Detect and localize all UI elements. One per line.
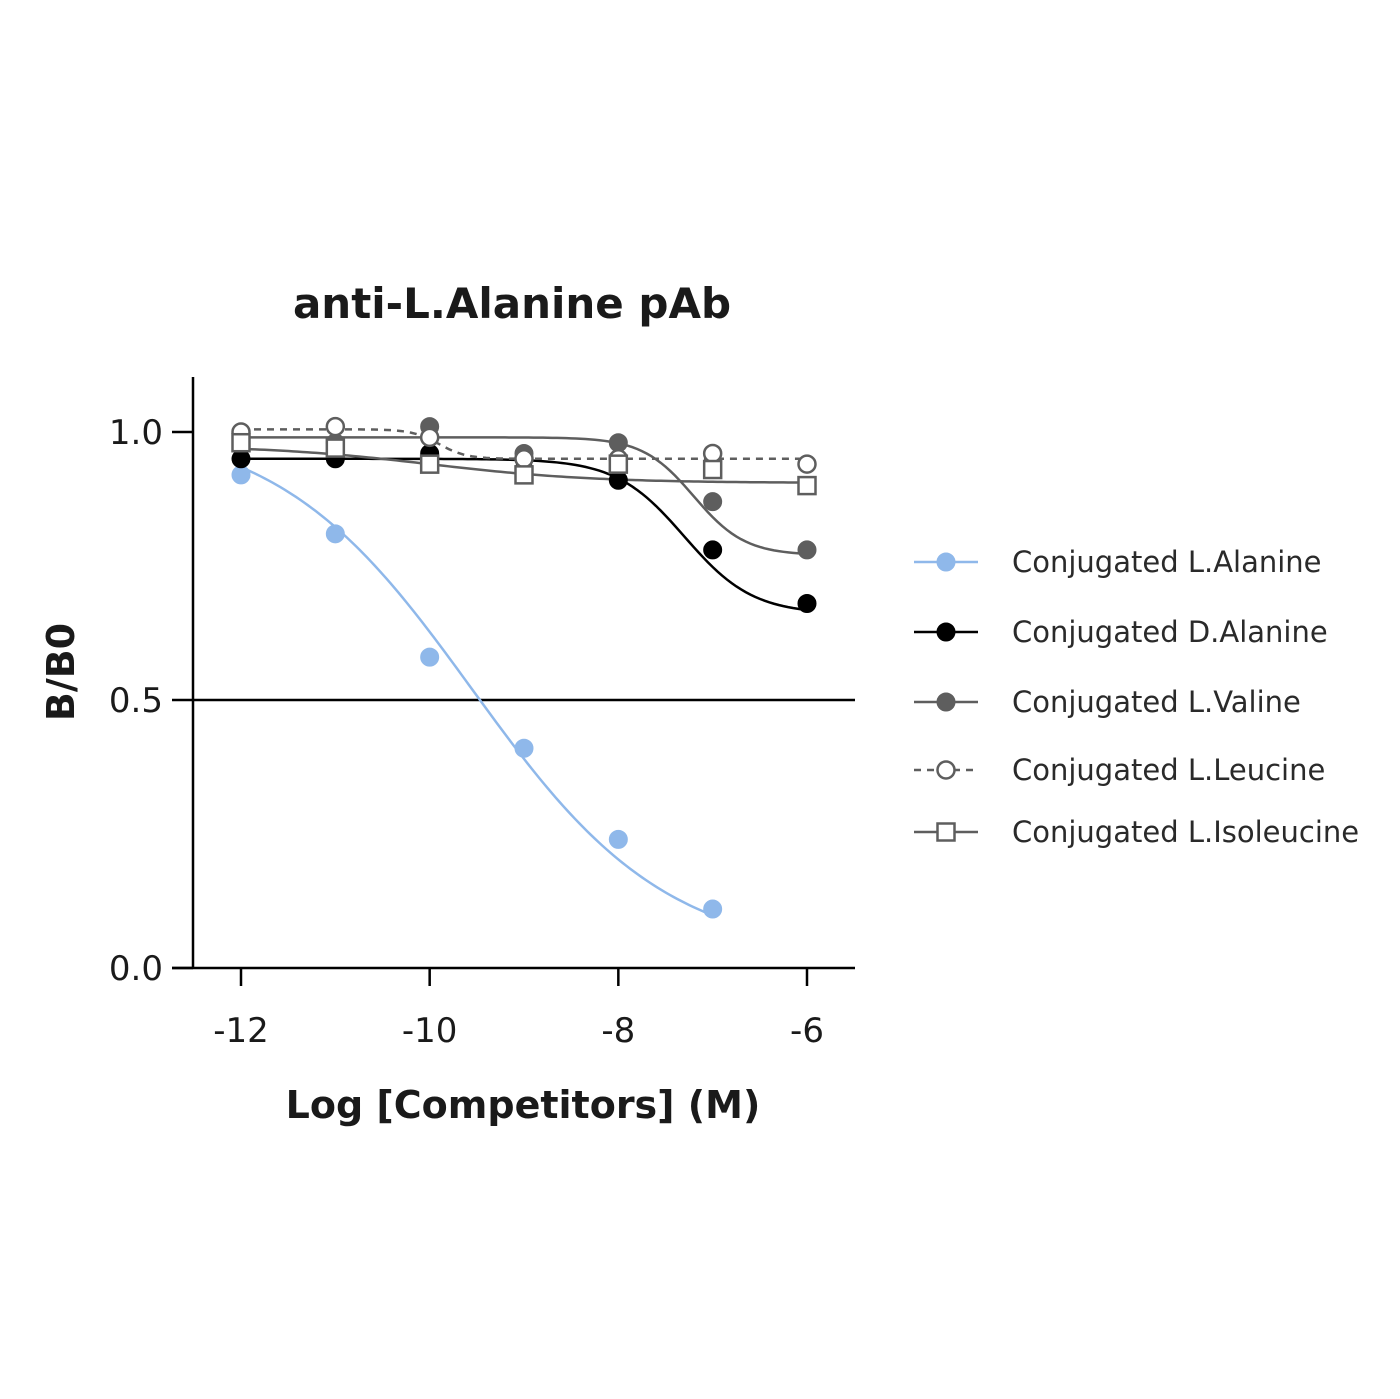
legend-item: Conjugated D.Alanine [914, 615, 1328, 649]
data-point [702, 459, 723, 480]
x-axis-title: Log [Competitors] (M) [286, 1083, 761, 1127]
data-point [608, 433, 628, 453]
x-tick-label: -12 [213, 1011, 269, 1051]
data-point [325, 524, 345, 544]
legend-marker [936, 822, 956, 842]
legend-label: Conjugated L.Leucine [1012, 753, 1325, 787]
data-point [797, 594, 817, 614]
data-point [325, 416, 346, 437]
legend-label: Conjugated D.Alanine [1012, 615, 1328, 649]
fit-curve-1 [240, 465, 714, 917]
tick-labels: -12 -10 -8 -6 0.0 0.5 1.0 [109, 413, 824, 1051]
y-tick-label: 0.5 [109, 681, 163, 721]
legend: Conjugated L.Alanine Conjugated D.Alanine… [914, 545, 1359, 849]
data-point [419, 454, 440, 474]
data-point [325, 438, 346, 458]
data-point [703, 899, 723, 919]
x-tick-label: -6 [790, 1011, 824, 1051]
legend-label: Conjugated L.Alanine [1012, 545, 1322, 579]
legend-marker [936, 622, 956, 642]
x-tick-label: -10 [402, 1011, 458, 1051]
legend-label: Conjugated L.Isoleucine [1012, 815, 1359, 849]
legend-label: Conjugated L.Valine [1012, 685, 1301, 719]
data-point [514, 465, 534, 485]
data-point [608, 829, 628, 849]
data-point [608, 470, 628, 490]
data-markers [231, 416, 817, 919]
data-point [702, 443, 723, 464]
data-point [420, 647, 440, 667]
y-tick-label: 1.0 [109, 413, 163, 453]
legend-marker [936, 692, 956, 712]
x-tick-label: -8 [601, 1011, 635, 1051]
data-point [514, 449, 534, 469]
data-point [231, 449, 251, 469]
chart-title: anti-L.Alanine pAb [293, 279, 731, 328]
legend-marker [936, 760, 956, 780]
legend-item: Conjugated L.Alanine [914, 545, 1322, 579]
y-tick-label: 0.0 [109, 949, 163, 989]
data-point [797, 540, 817, 560]
legend-item: Conjugated L.Leucine [914, 753, 1325, 787]
data-point [703, 540, 723, 560]
data-point [608, 454, 629, 474]
data-point [703, 492, 723, 512]
axes [172, 377, 855, 986]
data-point [514, 738, 534, 758]
y-axis-title: B/B0 [39, 623, 83, 721]
data-point [231, 465, 251, 485]
data-point [797, 475, 817, 496]
legend-item: Conjugated L.Isoleucine [914, 815, 1359, 849]
data-point [231, 432, 251, 453]
data-point [797, 454, 817, 474]
legend-item: Conjugated L.Valine [914, 685, 1301, 719]
legend-marker [936, 552, 956, 572]
data-point [419, 427, 440, 448]
